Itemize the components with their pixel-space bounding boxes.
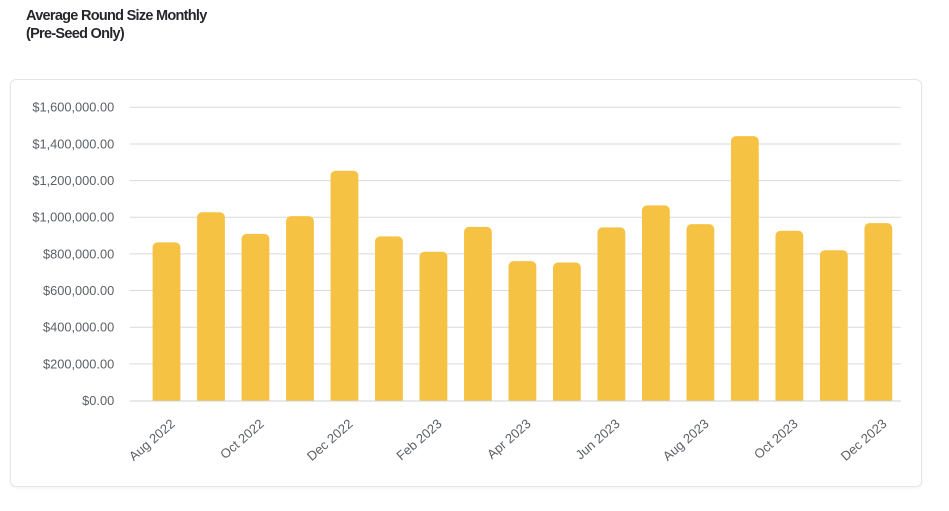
svg-text:Aug 2022: Aug 2022 [126, 416, 178, 464]
svg-text:Dec 2022: Dec 2022 [304, 416, 356, 464]
svg-text:Jun 2023: Jun 2023 [572, 416, 622, 462]
svg-text:Oct 2022: Oct 2022 [217, 416, 267, 462]
svg-text:$1,600,000.00: $1,600,000.00 [32, 100, 114, 115]
svg-text:Apr 2023: Apr 2023 [484, 416, 534, 462]
svg-text:$0.00: $0.00 [82, 393, 114, 408]
svg-text:$1,200,000.00: $1,200,000.00 [32, 173, 114, 188]
svg-text:$400,000.00: $400,000.00 [43, 320, 114, 335]
svg-text:Aug 2023: Aug 2023 [660, 416, 712, 464]
svg-text:$1,000,000.00: $1,000,000.00 [32, 210, 114, 225]
svg-text:$200,000.00: $200,000.00 [43, 356, 114, 371]
svg-text:Oct 2023: Oct 2023 [751, 416, 801, 462]
svg-text:$800,000.00: $800,000.00 [43, 246, 114, 261]
svg-text:$600,000.00: $600,000.00 [43, 283, 114, 298]
svg-text:Dec 2023: Dec 2023 [838, 416, 890, 464]
svg-text:$1,400,000.00: $1,400,000.00 [32, 136, 114, 151]
svg-text:Feb 2023: Feb 2023 [393, 416, 444, 463]
